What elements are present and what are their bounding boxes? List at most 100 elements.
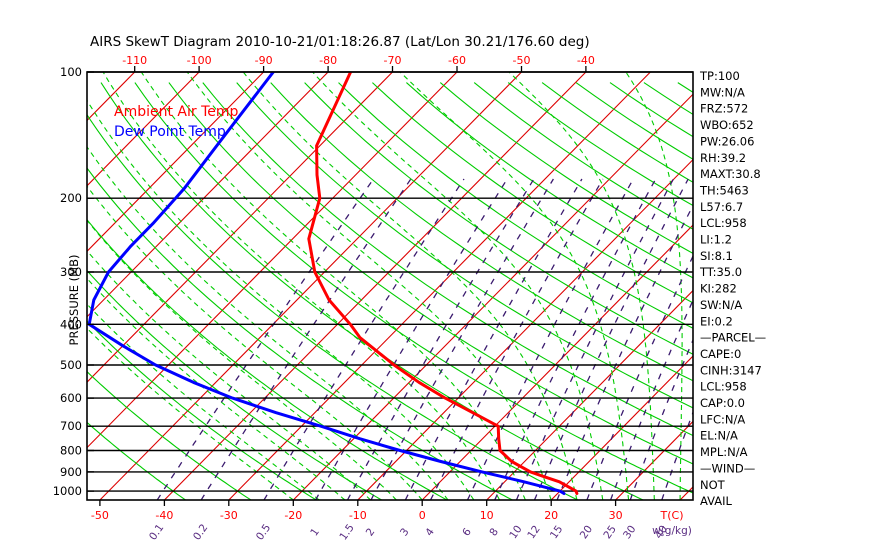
moist-adiabat-16: [140, 72, 526, 500]
pressure-label-400: 400: [60, 317, 82, 331]
pressure-label-500: 500: [60, 358, 82, 372]
dry-adiabat-240: [814, 83, 870, 290]
isotherm--100: [87, 72, 200, 187]
parameter-panel: TP:100 MW:N/A FRZ:572 WBO:652 PW:26.06 RH:39.…: [699, 69, 766, 508]
parameter-sw: SW:N/A: [700, 298, 742, 312]
dry-adiabat-30: [100, 82, 644, 500]
mixing-ratio-6: [466, 178, 634, 500]
moist-adiabat-40: [625, 72, 683, 500]
sounding-curves[interactable]: [87, 72, 579, 495]
dry-adiabat-80: [270, 82, 693, 382]
bottom-temp-label--40: -40: [155, 509, 173, 522]
moist-adiabat--12: [87, 277, 346, 500]
mixing-ratio-label-6: 6: [460, 526, 474, 539]
dry-adiabat-130: [439, 82, 693, 254]
mixing-ratio-label-20: 20: [578, 523, 596, 541]
pressure-label-800: 800: [60, 444, 82, 458]
mixing-ratio-label-0.1: 0.1: [147, 522, 166, 543]
pressure-label-100: 100: [60, 65, 82, 79]
isotherm--50: [99, 72, 522, 500]
isotherm--20: [292, 93, 693, 500]
top-temp-label--100: -100: [187, 54, 212, 67]
moist-adiabat-0: [87, 185, 423, 500]
mixing-ratio-label-4: 4: [423, 526, 437, 539]
dry-adiabat--20: [87, 320, 317, 500]
parameter-tt: TT:35.0: [699, 265, 742, 279]
moist-adiabat--16: [87, 303, 320, 500]
isotherm-60: [809, 72, 870, 500]
parameter-frz: FRZ:572: [700, 102, 748, 116]
parameter-el: EL:N/A: [700, 429, 738, 443]
top-temp-label--80: -80: [319, 54, 337, 67]
moist-adiabat-12: [102, 72, 501, 500]
dry-adiabat-230: [780, 83, 870, 303]
ambient-air-temp-curve[interactable]: [307, 72, 579, 495]
mixing-ratio-30: [629, 338, 693, 500]
parameter-wind-2: AVAIL: [700, 494, 733, 508]
mixing-ratio-12: [533, 178, 689, 500]
parameter-ei: EI:0.2: [700, 314, 733, 328]
pressure-label-700: 700: [60, 419, 82, 433]
parameter-lcl: LCL:958: [700, 216, 747, 230]
dry-adiabat-120: [406, 82, 693, 279]
isotherm--130: [0, 72, 6, 500]
y-axis-title: PRESSURE (MB): [67, 255, 81, 346]
axis-ticks: [87, 66, 617, 506]
dry-adiabat-40: [134, 82, 693, 494]
isotherm--40: [164, 72, 587, 500]
dry-adiabat-50: [168, 82, 693, 465]
bottom-temp-label--10: -10: [349, 509, 367, 522]
bottom-temp-label-20: 20: [544, 509, 558, 522]
parameter-cinh: CINH:3147: [700, 363, 762, 377]
mixing-ratio-1: [315, 178, 508, 500]
dry-adiabat-10: [87, 167, 513, 500]
top-temp-label--110: -110: [122, 54, 147, 67]
mixing-ratio-1.5: [346, 178, 535, 500]
bottom-temperature-labels: -50 -40 -30 -20 -10 0 10 20 30: [91, 509, 623, 522]
parameter-mpl: MPL:N/A: [700, 445, 748, 459]
bottom-temp-label--20: -20: [284, 509, 302, 522]
top-temp-label--60: -60: [448, 54, 466, 67]
parameter-wind-header: —WIND—: [700, 461, 755, 475]
parameter-lcl2: LCL:958: [700, 380, 747, 394]
top-temp-label--90: -90: [255, 54, 273, 67]
pressure-labels: 100 200 300 400 500 600 700 800 900 1000: [53, 65, 82, 498]
bottom-temp-label-30: 30: [609, 509, 623, 522]
moist-adiabat-36: [508, 72, 655, 500]
dry-adiabat-140: [473, 82, 693, 230]
parameter-pw: PW:26.06: [700, 134, 754, 148]
bottom-temp-label--30: -30: [220, 509, 238, 522]
dry-adiabat-100: [338, 82, 693, 329]
mixing-ratio-0.5: [263, 178, 465, 500]
mixing-ratio-label-8: 8: [487, 526, 501, 538]
parameter-si: SI:8.1: [700, 249, 733, 263]
dry-adiabat-110: [372, 82, 693, 304]
isotherm--60: [87, 72, 458, 449]
parameter-lfc: LFC:N/A: [700, 412, 745, 426]
mixing-ratio-20: [586, 254, 693, 500]
parameter-th: TH:5463: [699, 184, 749, 198]
top-temp-label--50: -50: [513, 54, 531, 67]
dew-point-temp-curve[interactable]: [87, 72, 566, 495]
dry-adiabat--30: [87, 370, 252, 500]
isotherm-20: [550, 355, 693, 500]
mixing-ratio-40: [661, 410, 693, 500]
parameter-li: LI:1.2: [700, 233, 732, 247]
mixing-ratio-15: [556, 204, 693, 500]
bottom-temp-label--50: -50: [91, 509, 109, 522]
isotherm--30: [228, 72, 651, 500]
dry-adiabat-220: [746, 83, 870, 314]
mixing-ratio-label-3: 3: [398, 526, 412, 538]
parameter-l57: L57:6.7: [700, 200, 743, 214]
isotherm--80: [87, 72, 329, 318]
mixing-ratio-labels: 0.1 0.2 0.5 1 1.5 2 3 4 6 8 10 12 15 20 25 30 40: [147, 522, 670, 543]
mixing-ratio-4: [430, 178, 604, 500]
mixing-ratio-label-2: 2: [364, 526, 378, 538]
mixing-ratio-label-1.5: 1.5: [337, 522, 356, 543]
x-axis-title-mixing-ratio: w(g/kg): [652, 525, 692, 537]
dry-adiabat-150: [507, 82, 693, 207]
parameter-wbo: WBO:652: [700, 118, 754, 132]
dry-adiabat--40: [87, 421, 186, 500]
